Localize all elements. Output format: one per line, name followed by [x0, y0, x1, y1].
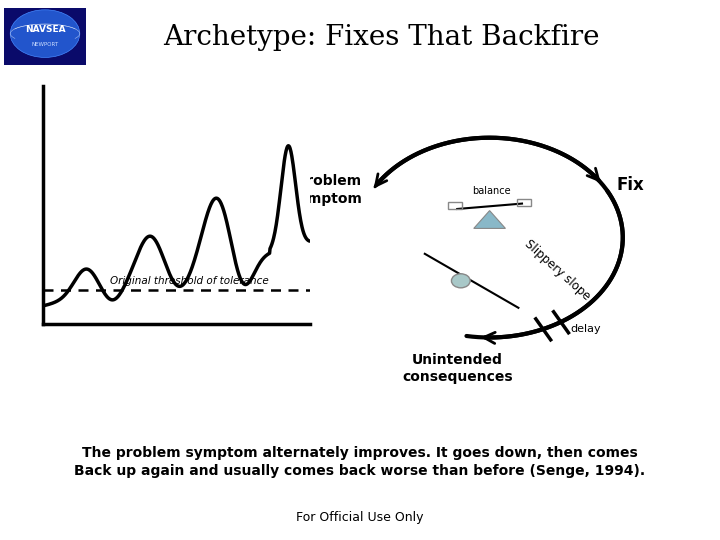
Circle shape	[451, 274, 470, 288]
Text: Archetype: Fixes That Backfire: Archetype: Fixes That Backfire	[163, 24, 600, 51]
FancyBboxPatch shape	[4, 8, 86, 65]
Text: NAVSEA: NAVSEA	[24, 25, 66, 34]
Text: Unintended
consequences: Unintended consequences	[402, 353, 513, 384]
Text: The problem symptom alternately improves. It goes down, then comes
Back up again: The problem symptom alternately improves…	[74, 446, 646, 478]
Circle shape	[10, 10, 80, 57]
Text: balance: balance	[472, 186, 511, 196]
Text: Fix: Fix	[617, 176, 644, 194]
Text: delay: delay	[570, 323, 600, 334]
Text: For Official Use Only: For Official Use Only	[296, 511, 424, 524]
Text: Slippery slope: Slippery slope	[522, 237, 593, 303]
Text: Original threshold of tolerance: Original threshold of tolerance	[110, 275, 269, 286]
Text: NEWPORT: NEWPORT	[32, 43, 58, 48]
Text: Problem
Symptom: Problem Symptom	[289, 174, 362, 206]
Polygon shape	[474, 211, 505, 228]
